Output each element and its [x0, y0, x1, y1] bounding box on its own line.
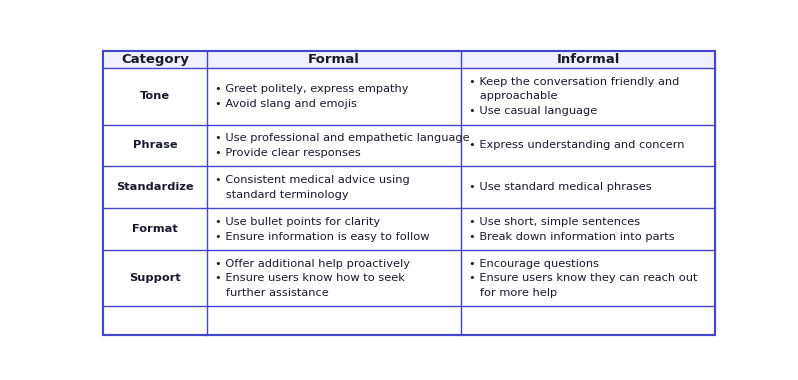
Bar — [103, 250, 715, 306]
Text: Standardize: Standardize — [116, 182, 194, 192]
Text: Category: Category — [121, 54, 189, 66]
Text: • Keep the conversation friendly and
   approachable
• Use casual language: • Keep the conversation friendly and app… — [469, 77, 679, 116]
Bar — [103, 125, 715, 166]
Text: • Encourage questions
• Ensure users know they can reach out
   for more help: • Encourage questions • Ensure users kno… — [469, 259, 697, 298]
Bar — [103, 166, 715, 208]
Text: • Consistent medical advice using
   standard terminology: • Consistent medical advice using standa… — [215, 175, 409, 200]
Text: • Greet politely, express empathy
• Avoid slang and emojis: • Greet politely, express empathy • Avoi… — [215, 84, 409, 109]
Bar — [103, 208, 715, 250]
Text: • Offer additional help proactively
• Ensure users know how to seek
   further a: • Offer additional help proactively • En… — [215, 259, 410, 298]
Text: Tone: Tone — [140, 92, 170, 101]
Text: Support: Support — [129, 273, 181, 283]
Text: • Use standard medical phrases: • Use standard medical phrases — [469, 182, 652, 192]
Text: Formal: Formal — [308, 54, 360, 66]
Bar — [103, 51, 715, 68]
Text: Format: Format — [132, 224, 178, 234]
Text: Informal: Informal — [556, 54, 620, 66]
Text: Phrase: Phrase — [132, 141, 177, 150]
Text: • Use short, simple sentences
• Break down information into parts: • Use short, simple sentences • Break do… — [469, 217, 674, 242]
Text: • Express understanding and concern: • Express understanding and concern — [469, 141, 685, 150]
Bar — [103, 68, 715, 125]
Text: • Use bullet points for clarity
• Ensure information is easy to follow: • Use bullet points for clarity • Ensure… — [215, 217, 429, 242]
Text: • Use professional and empathetic language
• Provide clear responses: • Use professional and empathetic langua… — [215, 133, 469, 158]
